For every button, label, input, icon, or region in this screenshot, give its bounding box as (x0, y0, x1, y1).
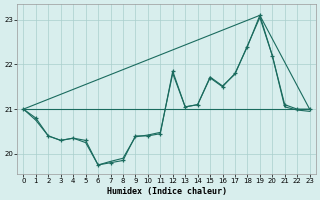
X-axis label: Humidex (Indice chaleur): Humidex (Indice chaleur) (107, 187, 227, 196)
